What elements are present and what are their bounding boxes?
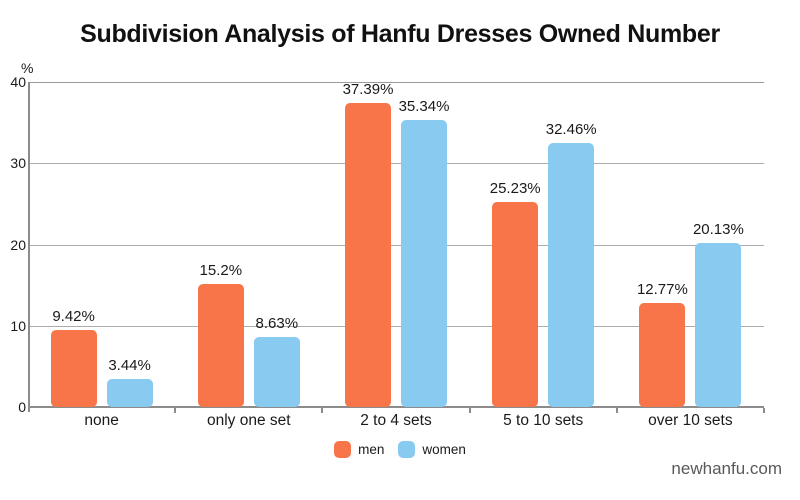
- legend: men women: [0, 441, 800, 458]
- gridline-30: [28, 163, 764, 165]
- women-bar: [695, 243, 742, 407]
- x-axis-tick: [763, 408, 765, 413]
- gridline-40: [28, 82, 764, 83]
- women-bar-value-label: 8.63%: [255, 314, 299, 332]
- y-tick-label-0: 0: [18, 399, 26, 415]
- y-tick-label-20: 20: [10, 236, 26, 253]
- women-bar: [401, 119, 447, 407]
- women-bar-value-label: 32.46%: [545, 121, 597, 139]
- men-bar: [50, 330, 97, 407]
- chart-title: Subdivision Analysis of Hanfu Dresses Ow…: [80, 20, 720, 48]
- x-axis-tick: [468, 408, 471, 413]
- women-bar: [548, 143, 595, 407]
- women-series-swatch: [398, 441, 416, 458]
- y-tick-label-40: 40: [10, 74, 26, 90]
- women-bar-value-label: 35.34%: [398, 97, 450, 115]
- x-axis-line: [28, 406, 764, 408]
- y-axis-unit-label: %: [21, 60, 34, 76]
- men-series-swatch: [334, 441, 352, 458]
- category-label: 2 to 4 sets: [360, 412, 432, 429]
- legend-label-men: men: [358, 442, 385, 457]
- category-label: 5 to 10 sets: [503, 412, 584, 429]
- women-bar-value-label: 3.44%: [108, 357, 151, 375]
- gridline-20: [28, 244, 764, 246]
- men-bar: [639, 303, 686, 407]
- women-bar: [253, 336, 300, 407]
- category-label: only one set: [206, 412, 291, 429]
- men-bar-value-label: 9.42%: [52, 308, 95, 326]
- category-label: over 10 sets: [648, 412, 733, 429]
- men-bar: [197, 283, 244, 407]
- men-bar-value-label: 15.2%: [199, 261, 243, 279]
- men-bar: [492, 202, 539, 407]
- legend-item-women: women: [398, 441, 466, 458]
- watermark: newhanfu.com: [671, 459, 782, 478]
- gridline-10: [28, 325, 764, 327]
- x-axis-tick: [321, 408, 324, 413]
- y-tick-label-30: 30: [10, 155, 26, 172]
- legend-item-men: men: [334, 441, 384, 458]
- x-axis-tick: [615, 408, 618, 413]
- men-bar-value-label: 25.23%: [489, 180, 541, 197]
- women-bar: [106, 379, 153, 407]
- y-tick-label-10: 10: [10, 317, 26, 334]
- men-bar-value-label: 37.39%: [342, 81, 394, 99]
- legend-label-women: women: [422, 442, 466, 457]
- y-axis-line: [28, 82, 30, 412]
- women-bar-value-label: 20.13%: [692, 221, 744, 239]
- men-bar: [345, 103, 391, 407]
- x-axis-tick: [174, 408, 177, 413]
- category-label: none: [84, 412, 119, 429]
- men-bar-value-label: 12.77%: [636, 281, 688, 299]
